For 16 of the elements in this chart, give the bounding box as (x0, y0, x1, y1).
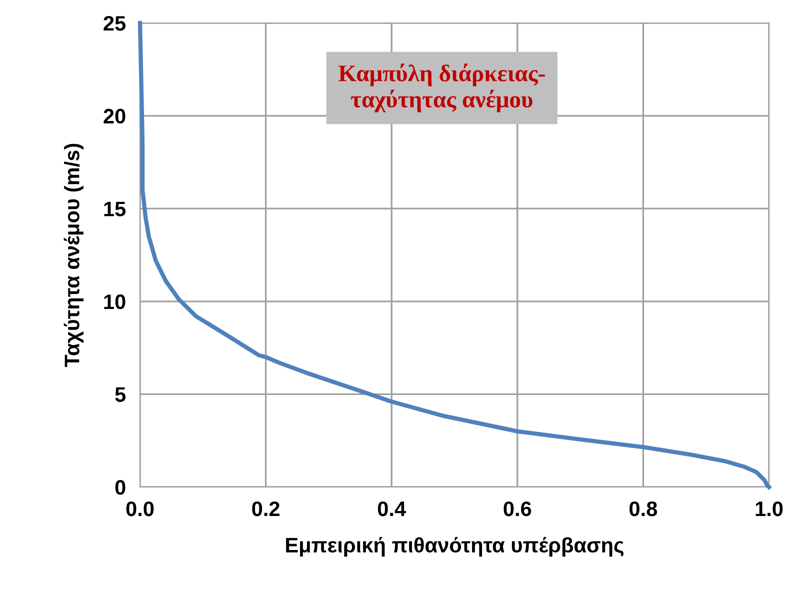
x-tick-label: 0.6 (504, 501, 532, 516)
x-tick-label: 1.0 (756, 501, 783, 516)
y-tick-label: 5 (115, 387, 126, 402)
x-tick-label: 0.8 (630, 501, 658, 516)
x-axis-title: Εμπειρική πιθανότητα υπέρβασης (286, 536, 624, 557)
y-tick-label: 25 (104, 16, 126, 31)
x-tick-label: 0.4 (378, 501, 406, 516)
x-tick-label: 0.2 (252, 501, 280, 516)
y-tick-label: 15 (104, 202, 126, 216)
y-tick-label: 20 (104, 108, 126, 124)
x-tick-label: 0.0 (126, 501, 154, 516)
y-tick-label: 0 (115, 480, 126, 495)
y-axis-title: Ταχύτητα ανέμου (m/s) (64, 144, 84, 367)
y-tick-label: 10 (104, 294, 126, 310)
line-series (138, 20, 772, 490)
text: Καμπύλη διάρκειας- ταχύτητας ανέμου (338, 64, 545, 112)
